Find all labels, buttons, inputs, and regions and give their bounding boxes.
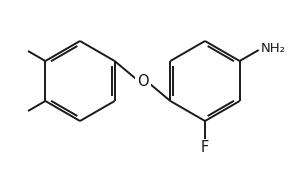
Text: NH₂: NH₂ — [261, 42, 286, 55]
Text: O: O — [137, 74, 148, 89]
Text: F: F — [201, 140, 209, 155]
